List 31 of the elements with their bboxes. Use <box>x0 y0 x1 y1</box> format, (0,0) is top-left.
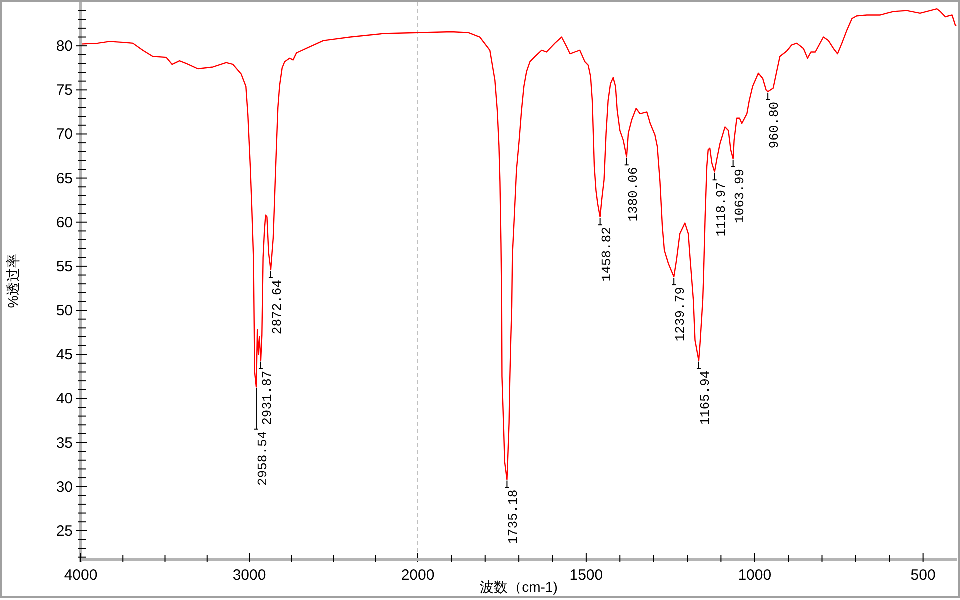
y-tick-label: 50 <box>56 302 73 320</box>
annotation: 1239.79 <box>673 287 688 342</box>
annotation: 960.80 <box>767 102 782 149</box>
annotation: 1063.99 <box>732 168 748 224</box>
annotation: 1458.82 <box>599 227 614 282</box>
y-tick-label: 80 <box>56 38 73 56</box>
annotation: 2872.64 <box>270 280 285 335</box>
annotation: 2931.87 <box>260 370 275 426</box>
y-tick-label: 65 <box>56 170 73 188</box>
x-tick-label: 3000 <box>232 567 266 584</box>
x-axis-title: 波数（cm-1) <box>480 579 558 595</box>
annotation: 1118.97 <box>714 182 729 237</box>
annotation: 1380.06 <box>626 167 641 222</box>
y-axis-title: %透过率 <box>5 254 21 308</box>
y-tick-label: 25 <box>56 522 73 540</box>
y-tick-label: 35 <box>56 434 73 452</box>
annotation: 1165.94 <box>698 370 713 426</box>
annotation: 1735.18 <box>506 490 522 544</box>
y-tick-label: 75 <box>56 82 73 100</box>
y-tick-label: 40 <box>56 390 73 408</box>
y-tick-label: 45 <box>56 346 73 364</box>
y-tick-label: 70 <box>56 126 73 144</box>
y-tick-label: 55 <box>56 258 73 276</box>
x-tick-label: 1000 <box>738 567 772 584</box>
x-tick-label: 1500 <box>570 567 604 584</box>
annotation: 2958.54 <box>255 431 270 486</box>
x-tick-label: 2000 <box>401 567 435 584</box>
x-tick-label: 4000 <box>64 567 98 584</box>
y-tick-label: 60 <box>56 214 73 232</box>
y-tick-label: 30 <box>56 478 73 496</box>
x-tick-label: 500 <box>910 567 936 584</box>
